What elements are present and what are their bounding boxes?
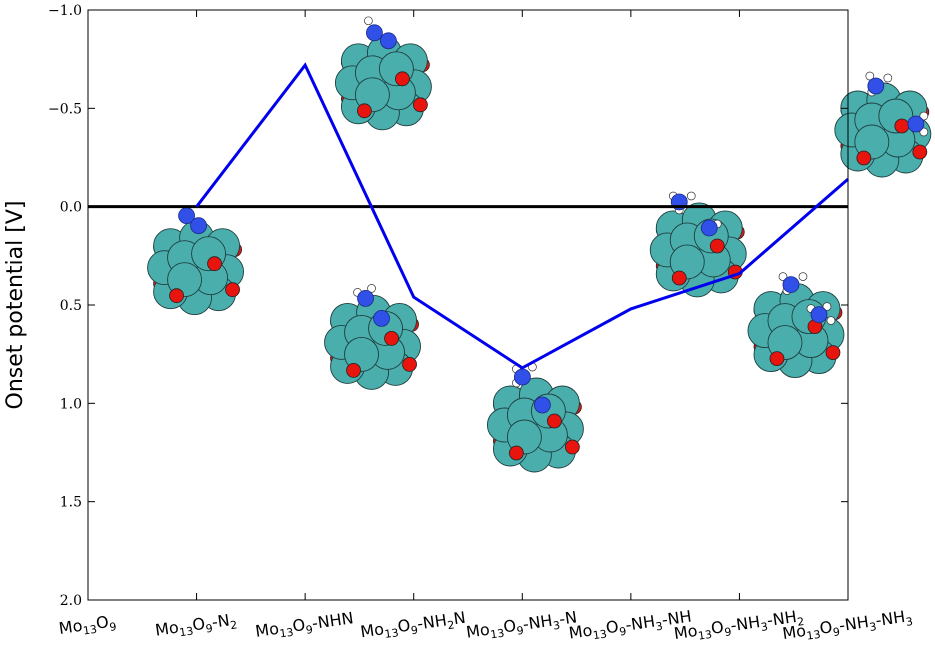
- hydrogen-atom: [798, 272, 808, 281]
- hydrogen-atom: [364, 16, 373, 26]
- nitrogen-atom: [365, 24, 383, 42]
- oxygen-atom: [894, 118, 910, 134]
- cluster-illustrations: [147, 16, 932, 473]
- hydrogen-atom: [865, 71, 875, 81]
- molybdenum-atom: [767, 325, 803, 361]
- x-category-label: Mo13O9-NHN: [254, 608, 355, 644]
- hydrogen-atom: [822, 302, 832, 311]
- nitrogen-atom: [514, 368, 531, 386]
- nitrogen-atom: [379, 32, 397, 50]
- x-category-label: Mo13O9-NH2N: [359, 608, 467, 645]
- cluster-illustration: [747, 272, 845, 379]
- oxygen-atom: [709, 238, 725, 254]
- molybdenum-atom: [167, 262, 203, 298]
- oxygen-atom: [912, 144, 928, 160]
- hydrogen-atom: [919, 127, 929, 137]
- nitrogen-atom: [700, 219, 718, 237]
- nitrogen-atom: [782, 276, 800, 294]
- hydrogen-atom: [919, 111, 929, 121]
- oxygen-atom: [346, 362, 361, 378]
- y-axis-ticks: −1.0 −0.5 0.0 0.5 1.0 1.5 2.0: [48, 3, 848, 609]
- hydrogen-atom: [367, 284, 376, 293]
- oxygen-atom: [169, 288, 184, 304]
- oxygen-atom: [225, 282, 240, 298]
- oxygen-atom: [547, 413, 562, 429]
- cluster-illustration: [834, 71, 932, 178]
- x-category-label: Mo13O9-N2: [154, 609, 238, 642]
- y-tick-label: −1.0: [48, 3, 82, 19]
- molybdenum-atom: [669, 244, 705, 280]
- onset-potential-line: [195, 62, 849, 370]
- oxygen-atom: [825, 345, 841, 361]
- oxygen-atom: [402, 356, 417, 372]
- nitrogen-atom: [867, 77, 885, 95]
- y-tick-label: 0.0: [60, 200, 82, 216]
- nitrogen-atom: [534, 396, 551, 414]
- x-axis-ticks: Mo13O9 Mo13O9-N2 Mo13O9-NHN Mo13O9-NH2NMo13…: [58, 10, 914, 646]
- oxygen-atom: [565, 439, 580, 455]
- y-tick-label: 0.5: [60, 298, 82, 314]
- cluster-illustration: [649, 191, 747, 298]
- cluster-illustration: [324, 284, 421, 390]
- hydrogen-atom: [883, 73, 893, 83]
- oxygen-atom: [384, 330, 399, 346]
- hydrogen-atom: [686, 191, 696, 201]
- nitrogen-atom: [373, 309, 390, 327]
- oxygen-atom: [671, 270, 687, 286]
- y-tick-label: −0.5: [48, 101, 82, 117]
- y-tick-label: 1.0: [60, 396, 82, 412]
- oxygen-atom: [856, 150, 872, 166]
- molybdenum-atom: [354, 77, 390, 113]
- cluster-illustration: [334, 16, 432, 131]
- x-category-label: Mo13O9-NH3-NH3: [781, 606, 914, 646]
- molybdenum-atom: [506, 419, 542, 455]
- nitrogen-atom: [357, 289, 374, 307]
- molybdenum-atom: [854, 124, 890, 160]
- x-category-label: Mo13O9: [58, 611, 118, 641]
- cluster-illustration: [486, 362, 584, 473]
- molybdenum-atom: [344, 336, 379, 372]
- oxygen-atom: [509, 445, 524, 461]
- y-tick-label: 1.5: [60, 495, 82, 511]
- nitrogen-atom: [907, 115, 925, 133]
- oxygen-atom: [394, 71, 410, 87]
- nitrogen-atom: [810, 306, 828, 324]
- x-category-label: Mo13O9-NH3-NH: [567, 607, 693, 646]
- oxygen-atom: [769, 351, 785, 367]
- x-category-label: Mo13O9-NH3-NH2: [673, 606, 806, 646]
- oxygen-atom: [207, 256, 222, 272]
- hydrogen-atom: [826, 316, 836, 325]
- cluster-illustration: [147, 207, 245, 316]
- oxygen-atom: [412, 97, 428, 113]
- y-axis-title: Onset potential [V]: [3, 201, 28, 410]
- x-category-label: Mo13O9-NH3-N: [465, 607, 579, 644]
- nitrogen-atom: [190, 217, 207, 235]
- y-tick-label: 2.0: [60, 593, 82, 609]
- oxygen-atom: [356, 103, 372, 119]
- hydrogen-atom: [778, 272, 788, 281]
